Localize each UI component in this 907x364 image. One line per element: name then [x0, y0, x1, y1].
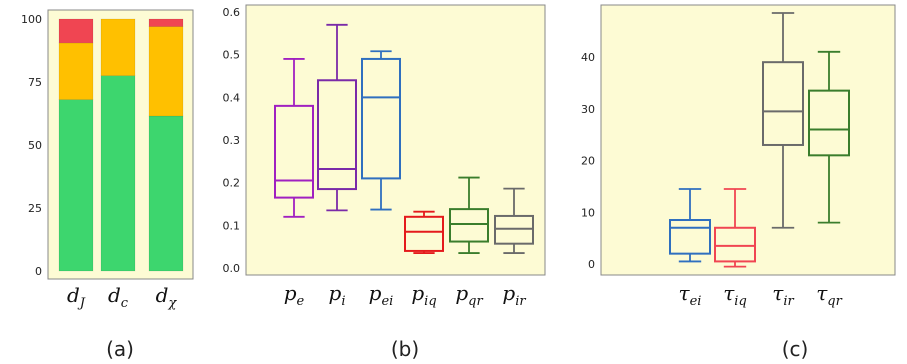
y-tick-label: 0.2: [223, 177, 241, 190]
bar-segment: [148, 26, 184, 117]
y-tick-label: 0.6: [223, 6, 241, 19]
y-tick-label: 0.0: [223, 262, 241, 275]
x-tick-label: τqr: [816, 281, 842, 309]
y-tick-label: 75: [28, 76, 42, 89]
box-iqr: [404, 215, 444, 252]
x-tick-label: pe: [284, 281, 305, 309]
y-tick-label: 0: [35, 265, 42, 278]
box-plot: [808, 50, 850, 224]
box-plot: [762, 12, 804, 229]
y-tick-label: 100: [21, 13, 42, 26]
box-iqr: [449, 208, 489, 243]
box-plot: [317, 23, 357, 212]
caption-b: (b): [391, 337, 419, 361]
box-iqr: [808, 89, 850, 157]
x-tick-label: τir: [772, 281, 794, 309]
box-plot: [361, 50, 401, 211]
chart-c: 0 10 20 30 40 τei τiq τir τqr (c): [581, 4, 896, 361]
box-iqr: [274, 104, 314, 199]
caption-c: (c): [782, 337, 809, 361]
box-plot: [669, 188, 711, 263]
x-tick-label: piq: [411, 281, 436, 309]
bar-segment: [58, 99, 94, 272]
y-tick-label: 0.3: [223, 134, 241, 147]
box-plot: [404, 210, 444, 254]
bar-segment: [100, 18, 136, 76]
y-tick-label: 10: [581, 206, 595, 219]
y-tick-label: 0.4: [223, 91, 241, 104]
box-plot: [714, 188, 756, 268]
box-iqr: [317, 79, 357, 191]
box-plot: [494, 187, 534, 254]
x-tick-label: pir: [502, 281, 526, 309]
x-tick-label: pi: [329, 281, 346, 309]
box-plot: [274, 58, 314, 218]
y-tick-label: 0: [588, 258, 595, 271]
plot-area-b: [245, 4, 546, 276]
y-tick-label: 50: [28, 139, 42, 152]
x-tick-label: dc: [108, 283, 129, 311]
bar-segment: [58, 42, 94, 100]
y-tick-label: 25: [28, 202, 42, 215]
bar-segment: [148, 115, 184, 272]
chart-a: 0 25 50 75 100 dJ dc dχ (a): [21, 9, 194, 361]
chart-b: 0.0 0.1 0.2 0.3 0.4 0.5 0.6 pe pi pei piq pqr pir (b): [223, 4, 546, 361]
x-tick-label: dχ: [156, 283, 178, 311]
y-tick-label: 0.1: [223, 219, 241, 232]
bar-segment: [100, 75, 136, 272]
x-tick-label: τei: [679, 281, 702, 309]
box-iqr: [762, 61, 804, 146]
y-tick-label: 30: [581, 103, 595, 116]
box-iqr: [669, 219, 711, 255]
y-tick-label: 20: [581, 155, 595, 168]
bar-segment: [148, 18, 184, 27]
x-tick-label: dJ: [67, 283, 86, 311]
box-iqr: [714, 226, 756, 263]
plot-area-c: [600, 4, 896, 276]
box-iqr: [494, 214, 534, 245]
box-iqr: [361, 57, 401, 180]
y-tick-label: 40: [581, 51, 595, 64]
bar-segment: [58, 18, 94, 44]
y-tick-label: 0.5: [223, 49, 241, 62]
caption-a: (a): [106, 337, 134, 361]
x-tick-label: pei: [369, 281, 394, 309]
x-tick-label: pqr: [455, 281, 483, 309]
x-tick-label: τiq: [723, 281, 747, 309]
box-plot: [449, 176, 489, 254]
